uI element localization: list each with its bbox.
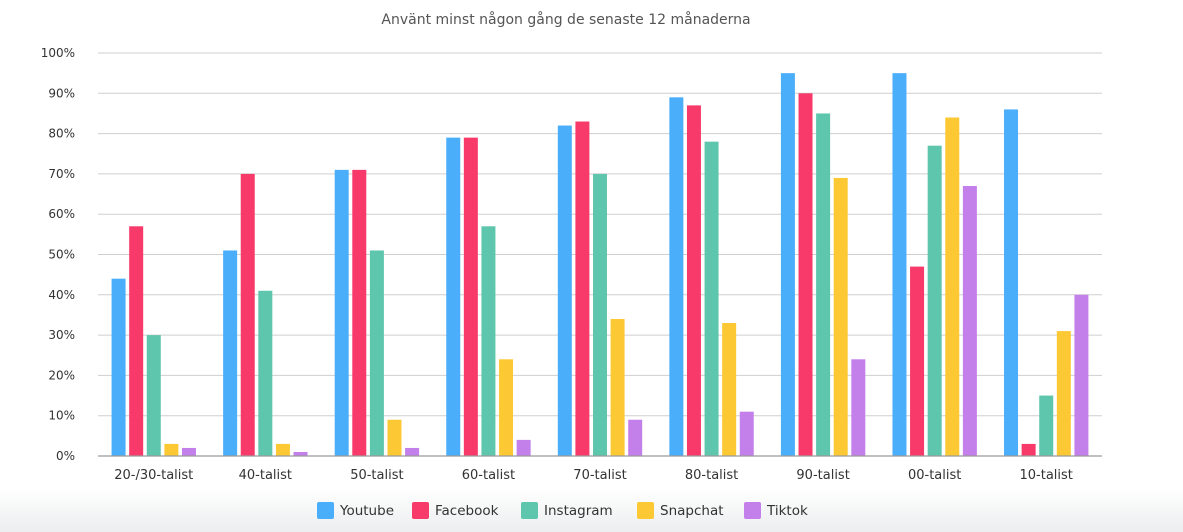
bar-tiktok-0 <box>181 447 196 456</box>
y-tick-label: 10% <box>48 409 75 423</box>
bar-snapchat-0 <box>164 443 179 456</box>
y-tick-label: 40% <box>48 288 75 302</box>
legend-swatch <box>744 502 761 519</box>
bar-instagram-6 <box>816 113 831 456</box>
legend-label: Facebook <box>435 503 499 519</box>
bar-youtube-0 <box>111 278 126 456</box>
bar-tiktok-2 <box>405 447 420 456</box>
legend-label: Tiktok <box>766 503 808 519</box>
x-category-label: 90-talist <box>796 468 849 483</box>
bar-snapchat-7 <box>945 117 960 456</box>
legend-label: Snapchat <box>660 503 724 519</box>
legend-swatch <box>521 502 538 519</box>
x-category-label: 00-talist <box>908 468 961 483</box>
bar-instagram-2 <box>369 250 384 456</box>
legend-item-facebook[interactable]: Facebook <box>412 502 499 519</box>
bar-instagram-0 <box>146 335 161 456</box>
legend: Youtube Facebook Instagram Snapchat Tiktok <box>317 502 808 519</box>
bar-instagram-4 <box>593 173 607 456</box>
chart-title: Använt minst någon gång de senaste 12 må… <box>381 11 750 28</box>
bar-facebook-8 <box>1021 443 1036 456</box>
bar-tiktok-1 <box>293 451 308 456</box>
bar-instagram-1 <box>258 290 273 456</box>
bar-facebook-5 <box>686 105 701 456</box>
bar-facebook-2 <box>352 169 367 456</box>
bar-youtube-3 <box>446 137 461 456</box>
bar-facebook-4 <box>575 121 590 456</box>
y-tick-label: 20% <box>48 368 75 382</box>
bar-instagram-5 <box>704 141 719 456</box>
bar-tiktok-8 <box>1074 294 1089 456</box>
legend-item-instagram[interactable]: Instagram <box>521 502 613 519</box>
x-category-label: 40-talist <box>239 468 292 483</box>
bar-youtube-8 <box>1004 109 1019 457</box>
legend-swatch <box>637 502 654 519</box>
y-tick-label: 30% <box>48 328 75 342</box>
bar-instagram-3 <box>481 226 496 456</box>
bar-tiktok-6 <box>851 359 866 456</box>
bar-facebook-1 <box>240 173 255 456</box>
bar-facebook-7 <box>910 266 925 456</box>
bar-youtube-1 <box>223 250 238 456</box>
bars <box>111 73 1089 457</box>
bar-facebook-3 <box>463 137 478 456</box>
bar-tiktok-7 <box>962 185 977 457</box>
x-category-label: 20-/30-talist <box>114 468 193 483</box>
bar-youtube-5 <box>669 97 684 456</box>
y-tick-label: 80% <box>48 127 75 141</box>
y-tick-label: 0% <box>56 449 75 463</box>
bar-facebook-0 <box>129 226 144 456</box>
bar-youtube-2 <box>334 169 349 456</box>
bar-tiktok-5 <box>739 411 754 456</box>
bar-instagram-7 <box>927 145 942 456</box>
bar-youtube-4 <box>557 125 572 456</box>
bar-snapchat-2 <box>387 419 402 456</box>
x-category-label: 50-talist <box>350 468 403 483</box>
y-tick-label: 60% <box>48 207 75 221</box>
x-category-label: 80-talist <box>685 468 738 483</box>
bar-snapchat-8 <box>1056 331 1071 456</box>
x-axis: 20-/30-talist 40-talist 50-talist 60-talist… <box>98 455 1102 483</box>
bar-youtube-6 <box>780 73 795 457</box>
bottom-fade <box>0 488 1183 532</box>
bar-snapchat-6 <box>833 177 848 456</box>
legend-label: Youtube <box>339 503 394 519</box>
bar-facebook-6 <box>798 93 813 457</box>
legend-swatch <box>412 502 429 519</box>
y-tick-label: 50% <box>48 248 75 262</box>
bar-tiktok-3 <box>516 439 531 456</box>
y-tick-label: 90% <box>48 86 75 100</box>
y-axis-ticks: 0% 10% 20% 30% 40% 50% 60% 70% 80% 90% 100% <box>41 46 75 463</box>
bar-snapchat-4 <box>610 318 625 456</box>
bar-instagram-8 <box>1039 395 1054 456</box>
legend-swatch <box>317 502 334 519</box>
bar-snapchat-3 <box>499 359 514 456</box>
bar-snapchat-5 <box>722 323 737 456</box>
y-tick-label: 70% <box>48 167 75 181</box>
legend-item-snapchat[interactable]: Snapchat <box>637 502 724 519</box>
bar-tiktok-4 <box>628 419 643 456</box>
x-category-label: 10-talist <box>1020 468 1073 483</box>
bar-snapchat-1 <box>275 443 290 456</box>
x-category-label: 70-talist <box>573 468 626 483</box>
x-category-label: 60-talist <box>462 468 515 483</box>
legend-label: Instagram <box>544 503 613 519</box>
bar-youtube-7 <box>892 73 907 457</box>
legend-item-tiktok[interactable]: Tiktok <box>744 502 808 519</box>
y-tick-label: 100% <box>41 46 75 60</box>
legend-item-youtube[interactable]: Youtube <box>317 502 394 519</box>
